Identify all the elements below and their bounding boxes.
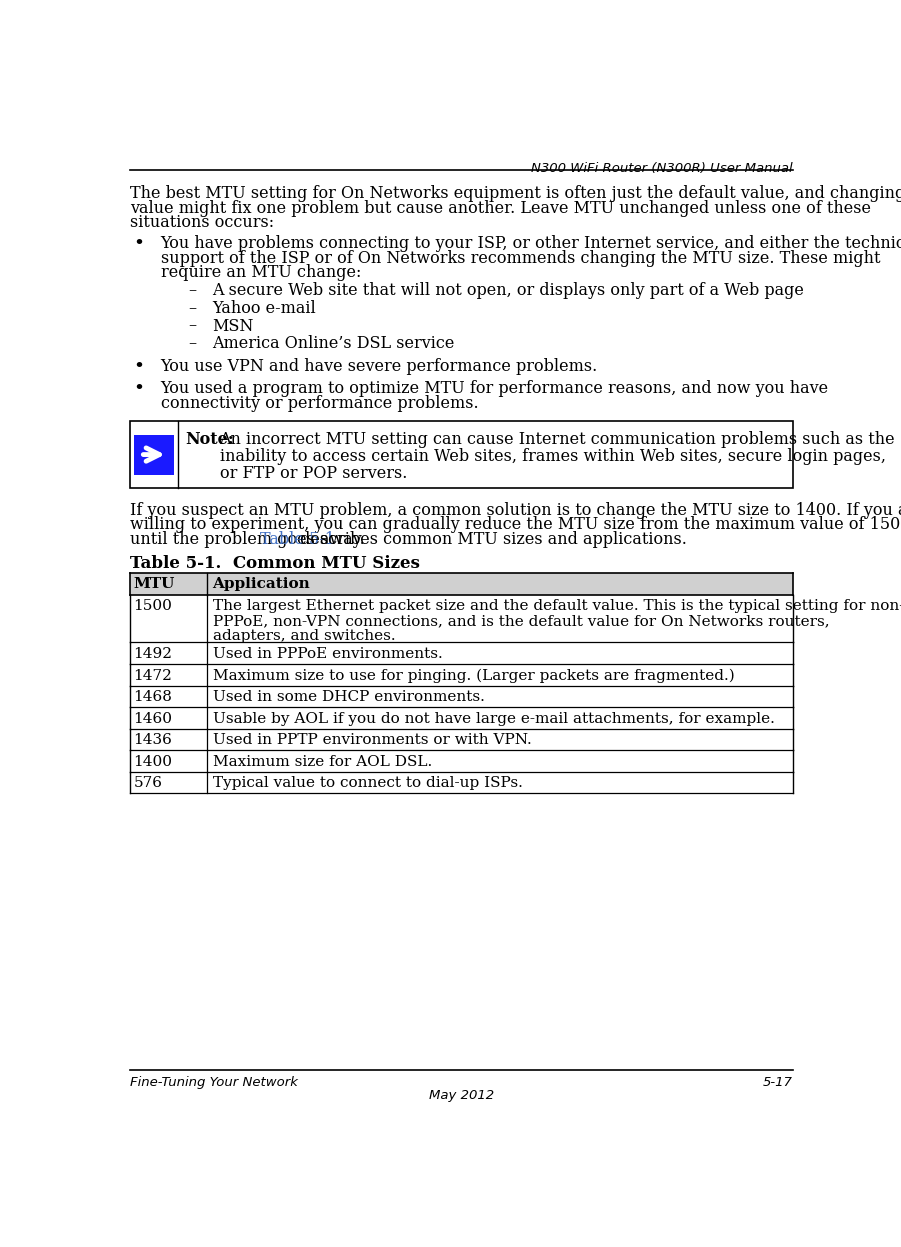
Text: Used in some DHCP environments.: Used in some DHCP environments. [213,690,485,705]
Text: Fine-Tuning Your Network: Fine-Tuning Your Network [130,1076,297,1089]
Text: 1500: 1500 [133,600,172,614]
Text: 1472: 1472 [133,668,172,682]
Text: willing to experiment, you can gradually reduce the MTU size from the maximum va: willing to experiment, you can gradually… [130,516,901,534]
Text: You used a program to optimize MTU for performance reasons, and now you have: You used a program to optimize MTU for p… [160,380,829,397]
Text: situations occurs:: situations occurs: [130,214,274,232]
Text: N300 WiFi Router (N300R) User Manual: N300 WiFi Router (N300R) User Manual [532,162,793,175]
Text: 5-17: 5-17 [763,1076,793,1089]
Text: America Online’s DSL service: America Online’s DSL service [212,335,454,352]
Text: 1492: 1492 [133,647,173,661]
Text: require an MTU change:: require an MTU change: [160,264,361,282]
Text: MTU: MTU [133,577,175,591]
Text: Note:: Note: [186,431,234,449]
Text: You use VPN and have severe performance problems.: You use VPN and have severe performance … [160,358,598,374]
Text: 1460: 1460 [133,712,173,726]
Text: –: – [188,318,196,334]
Text: Usable by AOL if you do not have large e-mail attachments, for example.: Usable by AOL if you do not have large e… [213,712,775,726]
Text: An incorrect MTU setting can cause Internet communication problems such as the: An incorrect MTU setting can cause Inter… [220,431,896,449]
Text: value might fix one problem but cause another. Leave MTU unchanged unless one of: value might fix one problem but cause an… [130,200,870,217]
Text: or FTP or POP servers.: or FTP or POP servers. [220,465,407,483]
Text: The largest Ethernet packet size and the default value. This is the typical sett: The largest Ethernet packet size and the… [213,600,901,614]
Text: You have problems connecting to your ISP, or other Internet service, and either : You have problems connecting to your ISP… [160,236,901,252]
Text: 1436: 1436 [133,733,172,747]
Text: support of the ISP or of On Networks recommends changing the MTU size. These mig: support of the ISP or of On Networks rec… [160,249,880,267]
Text: describes common MTU sizes and applications.: describes common MTU sizes and applicati… [295,531,687,547]
Bar [130,421,793,488]
Bar [133,434,174,475]
Bar [130,574,793,595]
Text: Typical value to connect to dial-up ISPs.: Typical value to connect to dial-up ISPs… [213,777,523,791]
Text: inability to access certain Web sites, frames within Web sites, secure login pag: inability to access certain Web sites, f… [220,449,886,465]
Text: 1400: 1400 [133,754,173,769]
Text: until the problem goes away.: until the problem goes away. [130,531,369,547]
Text: connectivity or performance problems.: connectivity or performance problems. [160,394,478,412]
Text: If you suspect an MTU problem, a common solution is to change the MTU size to 14: If you suspect an MTU problem, a common … [130,501,901,519]
Text: –: – [188,282,196,299]
Text: –: – [188,335,196,352]
Text: Table 5-1.  Common MTU Sizes: Table 5-1. Common MTU Sizes [130,555,420,571]
Text: Yahoo e-mail: Yahoo e-mail [212,299,315,317]
Text: A secure Web site that will not open, or displays only part of a Web page: A secure Web site that will not open, or… [212,282,804,299]
Text: Used in PPTP environments or with VPN.: Used in PPTP environments or with VPN. [213,733,532,747]
Text: The best MTU setting for On Networks equipment is often just the default value, : The best MTU setting for On Networks equ… [130,185,901,202]
Text: •: • [132,380,144,398]
Text: May 2012: May 2012 [429,1089,494,1102]
Text: MSN: MSN [212,318,253,334]
Text: 1468: 1468 [133,690,172,705]
Text: 576: 576 [133,777,162,791]
Text: •: • [132,236,144,253]
Text: adapters, and switches.: adapters, and switches. [213,628,396,642]
Text: Used in PPPoE environments.: Used in PPPoE environments. [213,647,442,661]
Text: Table 5-1: Table 5-1 [259,531,335,547]
Text: Application: Application [213,577,310,591]
Text: Maximum size to use for pinging. (Larger packets are fragmented.): Maximum size to use for pinging. (Larger… [213,668,734,683]
Text: PPPoE, non-VPN connections, and is the default value for On Networks routers,: PPPoE, non-VPN connections, and is the d… [213,614,829,628]
Text: Maximum size for AOL DSL.: Maximum size for AOL DSL. [213,754,432,769]
Text: •: • [132,358,144,375]
Text: –: – [188,299,196,317]
